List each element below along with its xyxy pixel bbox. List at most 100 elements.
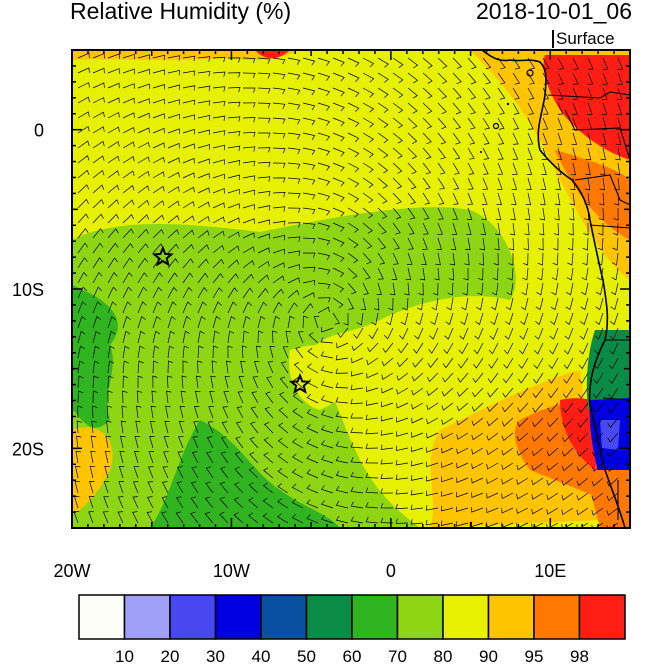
- wind-barb: [182, 201, 195, 209]
- wind-barb: [317, 306, 330, 314]
- wind-barb: [317, 267, 331, 275]
- axis-tick-labels: 20W 10W 0 10E 0 10S 20S: [12, 121, 566, 581]
- wind-barb: [103, 496, 109, 509]
- wind-barb: [137, 345, 145, 359]
- wind-barb: [92, 390, 99, 404]
- wind-barb: [332, 192, 345, 202]
- wind-barb: [285, 330, 292, 344]
- wind-barb: [608, 372, 619, 385]
- wind-barb: [251, 391, 259, 404]
- wind-barb: [397, 342, 409, 354]
- colorbar-cell: [214, 594, 262, 640]
- wind-barb: [287, 87, 301, 95]
- wind-barb: [321, 485, 334, 494]
- wind-barb: [295, 346, 304, 359]
- wind-barb: [287, 177, 301, 184]
- wind-barb: [117, 496, 124, 509]
- humidity-95-band: [72, 50, 300, 60]
- wind-barb: [242, 287, 254, 299]
- wind-barb: [531, 462, 544, 471]
- wind-barb: [122, 141, 135, 149]
- wind-barb: [122, 257, 134, 269]
- wind-barb: [546, 522, 559, 528]
- wind-barb: [107, 330, 116, 344]
- wind-barb: [533, 357, 544, 369]
- wind-barb: [313, 316, 320, 329]
- wind-barb: [465, 237, 471, 251]
- wind-barb: [287, 277, 300, 284]
- wind-barb: [277, 452, 289, 464]
- wind-barb: [176, 466, 184, 479]
- wind-barb: [293, 377, 304, 389]
- wind-barb: [320, 425, 334, 434]
- wind-barb: [77, 286, 87, 299]
- wind-barb: [152, 375, 158, 389]
- wind-barb: [134, 451, 140, 464]
- wind-barb: [347, 57, 360, 67]
- wind-barb: [549, 327, 559, 340]
- wind-barb: [611, 252, 619, 266]
- wind-barb: [377, 177, 388, 189]
- wind-barb: [456, 462, 469, 469]
- wind-barb: [92, 155, 105, 164]
- wind-barb: [92, 111, 105, 119]
- wind-barb: [227, 345, 233, 359]
- wind-barb: [227, 72, 241, 78]
- wind-barb: [422, 132, 432, 145]
- wind-barb: [264, 406, 274, 419]
- wind-barb: [407, 87, 418, 99]
- wind-barb: [321, 514, 334, 524]
- wind-barb: [176, 481, 184, 494]
- wind-barb: [576, 492, 589, 501]
- wind-barb: [122, 360, 129, 374]
- wind-barb: [192, 436, 199, 449]
- wind-barb: [197, 330, 205, 344]
- wind-barb: [467, 132, 476, 145]
- wind-barb: [516, 417, 529, 427]
- wind-barb: [362, 177, 374, 188]
- wind-barb: [107, 82, 120, 89]
- wind-barb: [516, 507, 529, 514]
- wind-barb: [486, 507, 499, 514]
- wind-barb: [197, 301, 207, 314]
- wind-barb: [519, 327, 529, 340]
- wind-barb: [426, 402, 439, 411]
- humidity-low-land: [585, 470, 630, 528]
- wind-barb: [430, 312, 439, 326]
- wind-barb: [531, 432, 544, 442]
- wind-barb: [92, 301, 102, 314]
- wind-barb: [122, 126, 135, 134]
- wind-barb: [240, 360, 246, 374]
- wind-barb: [107, 242, 119, 254]
- wind-barb: [335, 411, 349, 419]
- wind-barb: [335, 485, 349, 494]
- wind-barb: [542, 132, 548, 145]
- wind-barb: [287, 147, 301, 155]
- wind-barb: [221, 421, 229, 434]
- wind-barb: [197, 70, 211, 77]
- wind-barb: [287, 236, 301, 242]
- wind-barb: [437, 177, 445, 190]
- wind-barb: [167, 171, 180, 179]
- wind-barb: [387, 297, 394, 311]
- wind-barb: [197, 56, 211, 62]
- wind-barb: [600, 132, 607, 145]
- wind-barb: [460, 312, 469, 326]
- wind-barb: [137, 141, 150, 149]
- wind-barb: [152, 301, 162, 314]
- wind-barb: [466, 222, 472, 235]
- wind-barb: [182, 258, 194, 269]
- wind-barb: [381, 415, 394, 422]
- wind-barb: [562, 402, 574, 413]
- wind-barb: [362, 192, 374, 204]
- island: [526, 69, 534, 77]
- wind-barb: [197, 258, 209, 269]
- wind-barb: [565, 312, 574, 325]
- wind-barb: [242, 117, 256, 123]
- wind-barb: [257, 219, 270, 225]
- wind-barb: [381, 387, 394, 394]
- wind-barb: [167, 200, 180, 209]
- wind-barb: [488, 357, 499, 369]
- wind-barb: [137, 54, 150, 60]
- wind-barb: [472, 387, 484, 398]
